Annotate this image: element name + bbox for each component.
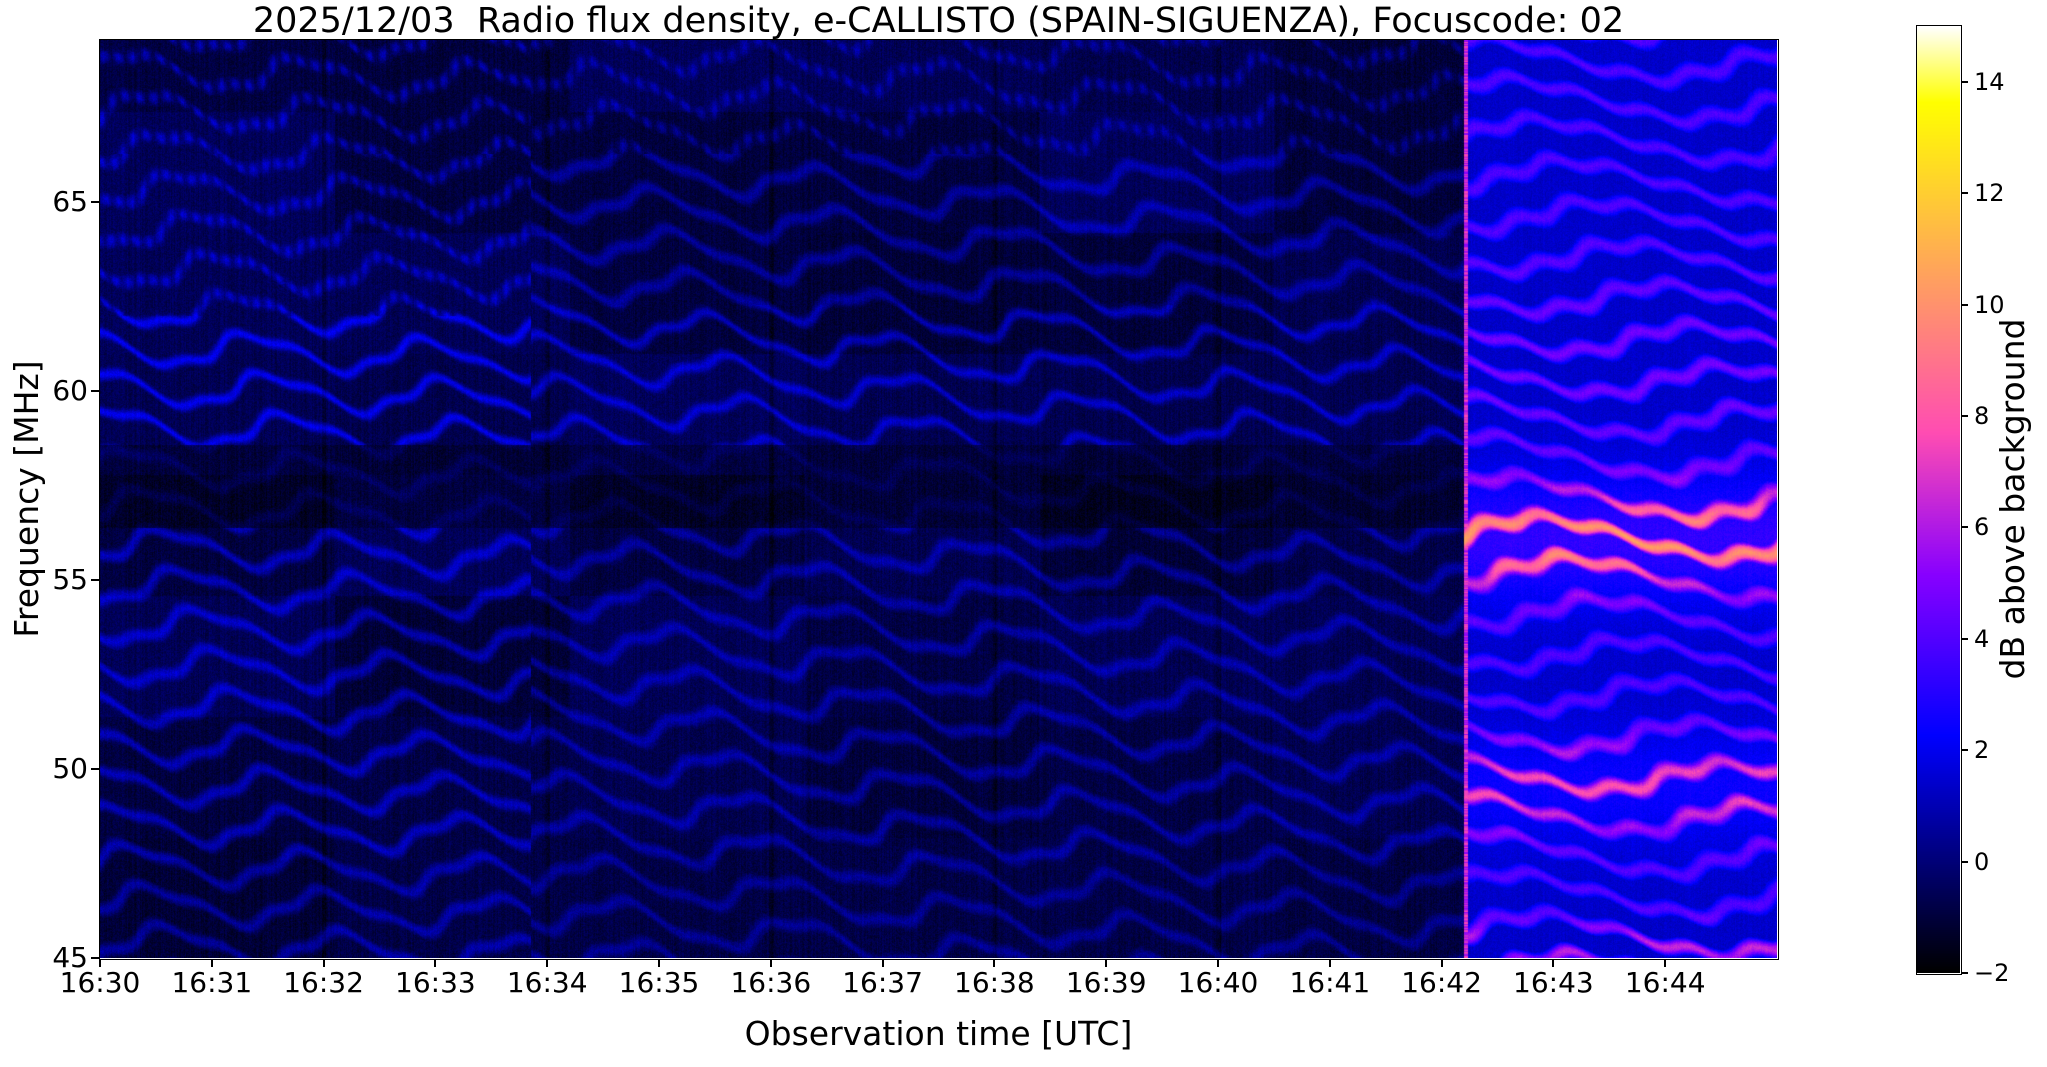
x-tick-mark [434, 959, 437, 967]
colorbar-tick-label: 10 [1974, 290, 2005, 319]
colorbar-tick-mark [1961, 414, 1968, 417]
y-tick-mark [91, 957, 99, 959]
colorbar-tick-label: 6 [1974, 513, 1990, 542]
colorbar-tick-label: 14 [1974, 67, 2005, 96]
x-tick-label: 16:38 [954, 966, 1035, 999]
x-tick-label: 16:39 [1065, 966, 1147, 999]
x-tick-label: 16:35 [618, 966, 700, 999]
colorbar-tick-label: 0 [1974, 847, 1990, 876]
x-tick-label: 16:41 [1289, 966, 1371, 999]
colorbar-tick-label: 8 [1974, 401, 1990, 430]
x-tick-mark [1664, 959, 1667, 967]
y-tick-mark [91, 390, 99, 393]
y-tick-label: 60 [52, 374, 88, 408]
colorbar-tick-label: −2 [1974, 959, 2010, 987]
x-tick-label: 16:44 [1624, 966, 1706, 999]
x-tick-label: 16:40 [1177, 966, 1259, 999]
x-tick-mark [1328, 959, 1331, 967]
x-tick-label: 16:36 [730, 966, 812, 999]
y-tick-mark [91, 579, 99, 582]
x-tick-label: 16:43 [1513, 966, 1594, 999]
x-tick-label: 16:30 [59, 966, 141, 999]
y-tick-label: 55 [52, 563, 88, 597]
colorbar-tick-mark [1961, 526, 1968, 529]
x-tick-mark [546, 959, 549, 967]
colorbar-tick-mark [1961, 860, 1968, 863]
colorbar-gradient [1917, 26, 1960, 973]
x-tick-mark [881, 959, 884, 967]
y-tick-mark [91, 201, 99, 204]
colorbar-tick-label: 4 [1974, 624, 1990, 653]
colorbar-label: dB above background [1993, 318, 2032, 680]
y-tick-mark [91, 768, 99, 771]
x-tick-mark [658, 959, 660, 967]
x-tick-mark [1105, 959, 1108, 967]
x-tick-label: 16:33 [395, 966, 476, 999]
x-tick-label: 16:37 [842, 966, 923, 999]
colorbar-tick-label: 12 [1974, 179, 2005, 208]
x-tick-mark [993, 959, 996, 967]
x-tick-mark [1552, 959, 1555, 967]
x-tick-mark [99, 959, 101, 967]
figure-title: 2025/12/03 Radio flux density, e-CALLIST… [252, 1, 1625, 41]
y-tick-label: 45 [52, 941, 88, 974]
spectrogram-image [100, 40, 1777, 958]
x-tick-label: 16:42 [1401, 966, 1482, 999]
y-tick-label: 50 [52, 752, 88, 786]
x-tick-mark [210, 959, 213, 967]
x-tick-label: 16:34 [506, 966, 588, 999]
x-tick-label: 16:31 [171, 966, 253, 999]
y-tick-label: 65 [52, 185, 88, 219]
y-axis-label: Frequency [MHz] [7, 360, 46, 638]
x-tick-label: 16:32 [283, 966, 364, 999]
colorbar-tick-mark [1961, 749, 1968, 752]
x-tick-mark [322, 959, 325, 967]
colorbar-tick-mark [1961, 637, 1968, 640]
colorbar-tick-mark [1961, 80, 1968, 83]
colorbar-tick-mark [1961, 303, 1968, 306]
colorbar-tick-mark [1961, 972, 1968, 974]
colorbar-tick-mark [1961, 192, 1968, 195]
x-tick-mark [769, 959, 772, 967]
x-axis-label: Observation time [UTC] [744, 1014, 1133, 1053]
x-tick-mark [1217, 959, 1219, 967]
x-tick-mark [1440, 959, 1443, 967]
colorbar-tick-label: 2 [1974, 736, 1990, 765]
